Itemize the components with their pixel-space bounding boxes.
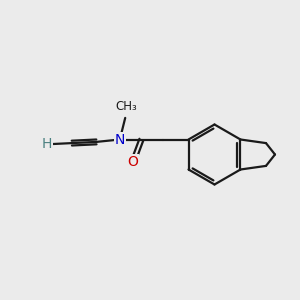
Text: O: O — [128, 155, 139, 169]
Text: H: H — [41, 137, 52, 151]
Text: CH₃: CH₃ — [116, 100, 138, 112]
Text: N: N — [115, 133, 125, 146]
